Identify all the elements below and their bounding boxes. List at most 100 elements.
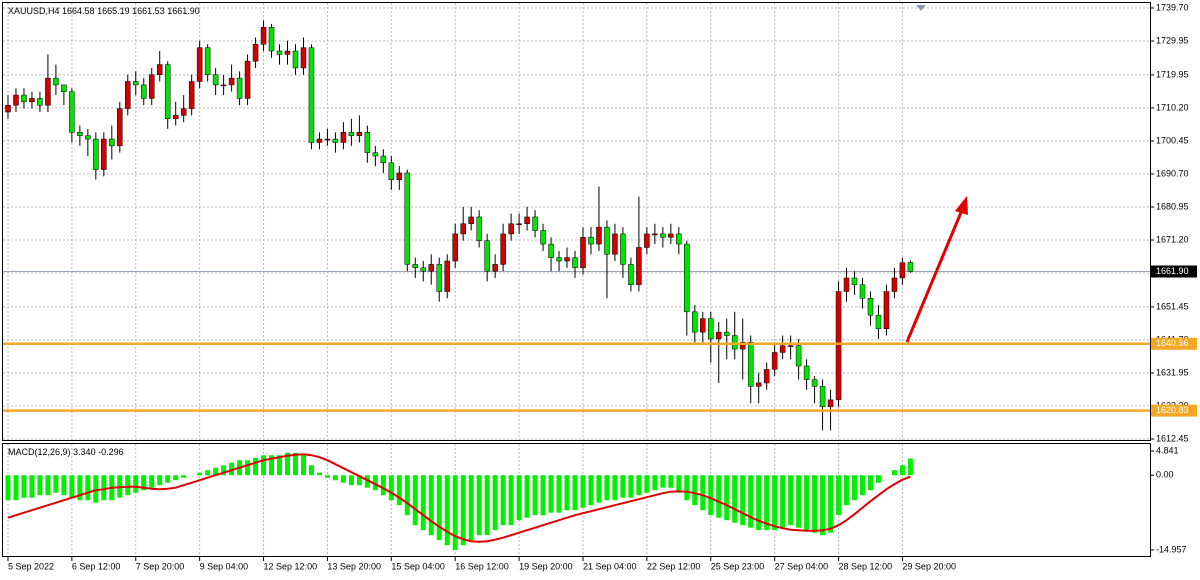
candle-body	[684, 243, 690, 313]
candle-body	[652, 233, 658, 236]
candle-body	[731, 335, 738, 350]
macd-bar	[420, 475, 426, 531]
macd-bar	[133, 475, 139, 493]
x-tick-label: 7 Sep 20:00	[136, 561, 185, 571]
macd-bar	[101, 475, 107, 501]
macd-bar	[596, 475, 602, 503]
level-label-box	[1151, 404, 1197, 417]
macd-bar	[348, 475, 354, 486]
x-tick-label: 27 Sep 04:00	[775, 561, 829, 571]
candle-body	[508, 223, 514, 235]
candle-body	[500, 233, 506, 265]
x-tick-label: 19 Sep 20:00	[519, 561, 573, 571]
candle-body	[61, 84, 67, 92]
macd-bar	[540, 475, 546, 516]
x-tick-label: 5 Sep 2022	[8, 561, 54, 571]
macd-bar	[45, 475, 51, 496]
candle-body	[644, 233, 650, 248]
macd-bar	[436, 475, 442, 541]
candle-body	[588, 237, 594, 245]
candle-body	[700, 318, 706, 333]
macd-bar	[157, 475, 163, 486]
candle-body	[236, 77, 243, 99]
candle-body	[156, 64, 163, 75]
candle-body	[420, 267, 427, 272]
macd-bar	[668, 475, 674, 488]
macd-bar	[764, 475, 770, 531]
candle-body	[125, 81, 131, 109]
macd-signal: -0.296	[98, 447, 124, 457]
candle-body	[628, 264, 634, 285]
macd-bar	[500, 475, 506, 526]
x-tick-label: 9 Sep 04:00	[200, 561, 249, 571]
candle-body	[867, 298, 874, 316]
candle-body	[13, 94, 19, 106]
macd-bar	[165, 475, 171, 483]
candle-body	[348, 132, 355, 136]
candle-body	[564, 257, 570, 262]
x-tick-label: 12 Sep 12:00	[264, 561, 318, 571]
candle-body	[220, 84, 227, 87]
y-tick-label: 1700.45	[1156, 135, 1189, 145]
candle-body	[596, 226, 602, 245]
candle-body	[148, 74, 155, 99]
x-tick-label: 16 Sep 12:00	[455, 561, 509, 571]
macd-bar	[852, 475, 858, 501]
macd-bar	[867, 475, 873, 491]
candle-body	[843, 277, 850, 292]
candle-body	[37, 98, 43, 106]
candle-body	[676, 233, 682, 245]
candle-body	[276, 50, 283, 55]
candle-body	[492, 264, 498, 272]
level-label: 1640.56	[1156, 338, 1189, 348]
macd-bar	[269, 455, 275, 476]
candle-body	[284, 50, 291, 55]
macd-bar	[875, 475, 881, 483]
macd-bar	[588, 475, 594, 506]
y-tick-label: 1671.20	[1156, 234, 1189, 244]
macd-bar	[53, 475, 59, 493]
candle-body	[117, 108, 123, 147]
candle-body	[141, 84, 147, 99]
macd-bar	[548, 475, 554, 513]
candle-body	[5, 104, 11, 113]
macd-bar	[85, 475, 91, 501]
macd-bar	[700, 475, 706, 511]
candle-body	[899, 262, 906, 279]
macd-bar	[197, 472, 203, 476]
macd-bar	[564, 475, 570, 511]
candle-body	[891, 277, 898, 292]
candle-body	[436, 264, 442, 292]
macd-bar	[444, 475, 450, 546]
macd-bar	[340, 475, 346, 483]
candle-body	[85, 135, 91, 140]
candle-body	[292, 50, 299, 69]
candle-body	[404, 172, 411, 265]
macd-bar	[612, 475, 618, 501]
macd-bar	[812, 475, 818, 533]
y-tick-label: 1680.95	[1156, 201, 1189, 211]
macd-bar	[476, 475, 482, 536]
macd-bar	[620, 475, 626, 498]
open-quote: 1664.58	[62, 6, 95, 16]
macd-bar	[660, 475, 666, 488]
candle-body	[452, 233, 458, 262]
candle-body	[252, 44, 259, 62]
macd-bar	[708, 475, 714, 516]
macd-bar	[356, 475, 362, 486]
macd-bar	[508, 475, 514, 526]
macd-bar	[604, 475, 610, 501]
macd-name: MACD(12,26,9)	[8, 447, 71, 457]
candle-body	[109, 138, 115, 147]
macd-bar	[229, 462, 235, 476]
macd-bar	[221, 465, 227, 476]
macd-bar	[756, 475, 762, 531]
macd-bar	[308, 465, 314, 476]
macd-bar	[37, 475, 43, 496]
macd-main: 3.340	[73, 447, 96, 457]
candle-body	[444, 260, 450, 292]
candle-body	[572, 257, 578, 269]
candle-body	[723, 331, 730, 336]
macd-bar	[292, 452, 298, 476]
